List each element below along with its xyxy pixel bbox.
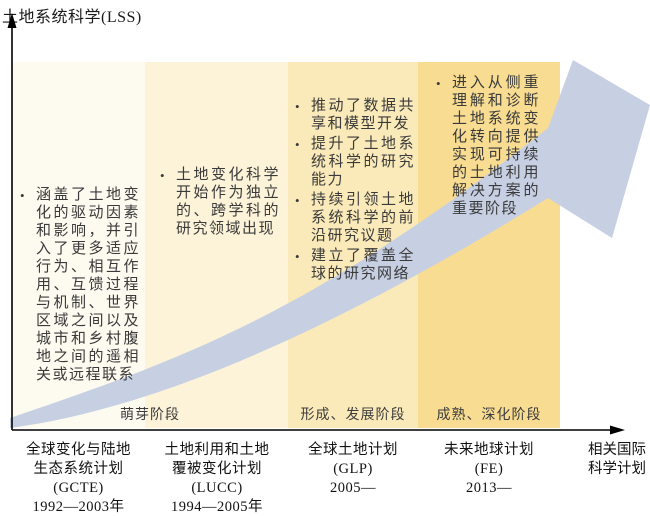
y-axis-title: 土地系统科学(LSS): [2, 9, 142, 26]
x-axis-title: 相关国际 科学计划: [588, 441, 648, 479]
program-name-line: 全球土地计划: [308, 442, 398, 458]
list-item: • 推动了数据共享和模型开发: [295, 97, 415, 133]
x-axis-arrowhead-icon: [610, 425, 625, 435]
stage-label-germination: 萌芽阶段: [120, 408, 180, 423]
bullet-text: 涵盖了土地变化的驱动因素和影响，并引入了更多适应行为、相互作用、互馈过程与机制、…: [36, 187, 140, 383]
program-label-glp: 全球土地计划 (GLP) 2005—: [290, 441, 416, 498]
program-years: 2005—: [330, 480, 376, 496]
program-years: 1994—2005年: [171, 499, 263, 515]
bullet-list-glp: • 推动了数据共享和模型开发 • 提升了土地系统科学的研究能力 • 持续引领土地…: [295, 97, 415, 285]
stage-label-formation-development: 形成、发展阶段: [300, 408, 406, 423]
program-name-line: 生态系统计划: [33, 461, 124, 477]
program-name-line: 覆被变化计划: [172, 461, 262, 477]
bullet-text: 持续引领土地系统科学的前沿研究议题: [311, 192, 415, 244]
bullet-text: 土地变化科学开始作为独立的、跨学科的研究领域出现: [176, 167, 280, 237]
bullet-dot: •: [295, 99, 300, 114]
bullet-list-gcte: • 涵盖了土地变化的驱动因素和影响，并引入了更多适应行为、相互作用、互馈过程与机…: [20, 186, 142, 385]
list-item: • 涵盖了土地变化的驱动因素和影响，并引入了更多适应行为、相互作用、互馈过程与机…: [20, 186, 142, 384]
program-acronym: (FE): [474, 461, 504, 477]
program-acronym: (LUCC): [191, 480, 243, 496]
x-axis-title-line: 相关国际: [588, 442, 646, 458]
y-axis-arrowhead-icon: [7, 13, 17, 28]
x-axis-title-line: 科学计划: [588, 461, 646, 477]
program-acronym: (GLP): [333, 461, 373, 477]
bullet-dot: •: [160, 168, 165, 183]
program-years: 2013—: [466, 480, 512, 496]
program-label-lucc: 土地利用和土地 覆被变化计划 (LUCC) 1994—2005年: [147, 441, 287, 516]
program-acronym: (GCTE): [53, 480, 104, 496]
program-label-fe: 未来地球计划 (FE) 2013—: [420, 441, 558, 498]
program-name-line: 土地利用和土地: [164, 442, 270, 458]
bullet-dot: •: [20, 188, 25, 203]
program-name-line: 未来地球计划: [444, 442, 534, 458]
program-name-line: 全球变化与陆地: [26, 442, 131, 458]
bullet-list-lucc: • 土地变化科学开始作为独立的、跨学科的研究领域出现: [160, 166, 282, 239]
list-item: • 建立了覆盖全球的研究网络: [295, 247, 415, 283]
column-band-gcte: [12, 62, 145, 428]
program-years: 1992—2003年: [32, 499, 125, 515]
program-label-gcte: 全球变化与陆地 生态系统计划 (GCTE) 1992—2003年: [6, 441, 151, 516]
bullet-dot: •: [436, 76, 441, 91]
list-item: • 进入从侧重理解和诊断土地系统变化转向提供实现可持续的土地利用解决方案的重要阶…: [436, 74, 542, 218]
bullet-text: 提升了土地系统科学的研究能力: [311, 136, 415, 188]
bullet-dot: •: [295, 249, 300, 264]
bullet-text: 进入从侧重理解和诊断土地系统变化转向提供实现可持续的土地利用解决方案的重要阶段: [452, 75, 540, 217]
list-item: • 持续引领土地系统科学的前沿研究议题: [295, 191, 415, 245]
list-item: • 提升了土地系统科学的研究能力: [295, 135, 415, 189]
bullet-text: 建立了覆盖全球的研究网络: [311, 248, 415, 282]
bullet-list-fe: • 进入从侧重理解和诊断土地系统变化转向提供实现可持续的土地利用解决方案的重要阶…: [436, 74, 542, 219]
stage-label-maturity-deepening: 成熟、深化阶段: [436, 408, 542, 423]
bullet-text: 推动了数据共享和模型开发: [311, 98, 415, 132]
bullet-dot: •: [295, 193, 300, 208]
list-item: • 土地变化科学开始作为独立的、跨学科的研究领域出现: [160, 166, 282, 238]
trend-arrow: [10, 60, 650, 428]
bullet-dot: •: [295, 137, 300, 152]
